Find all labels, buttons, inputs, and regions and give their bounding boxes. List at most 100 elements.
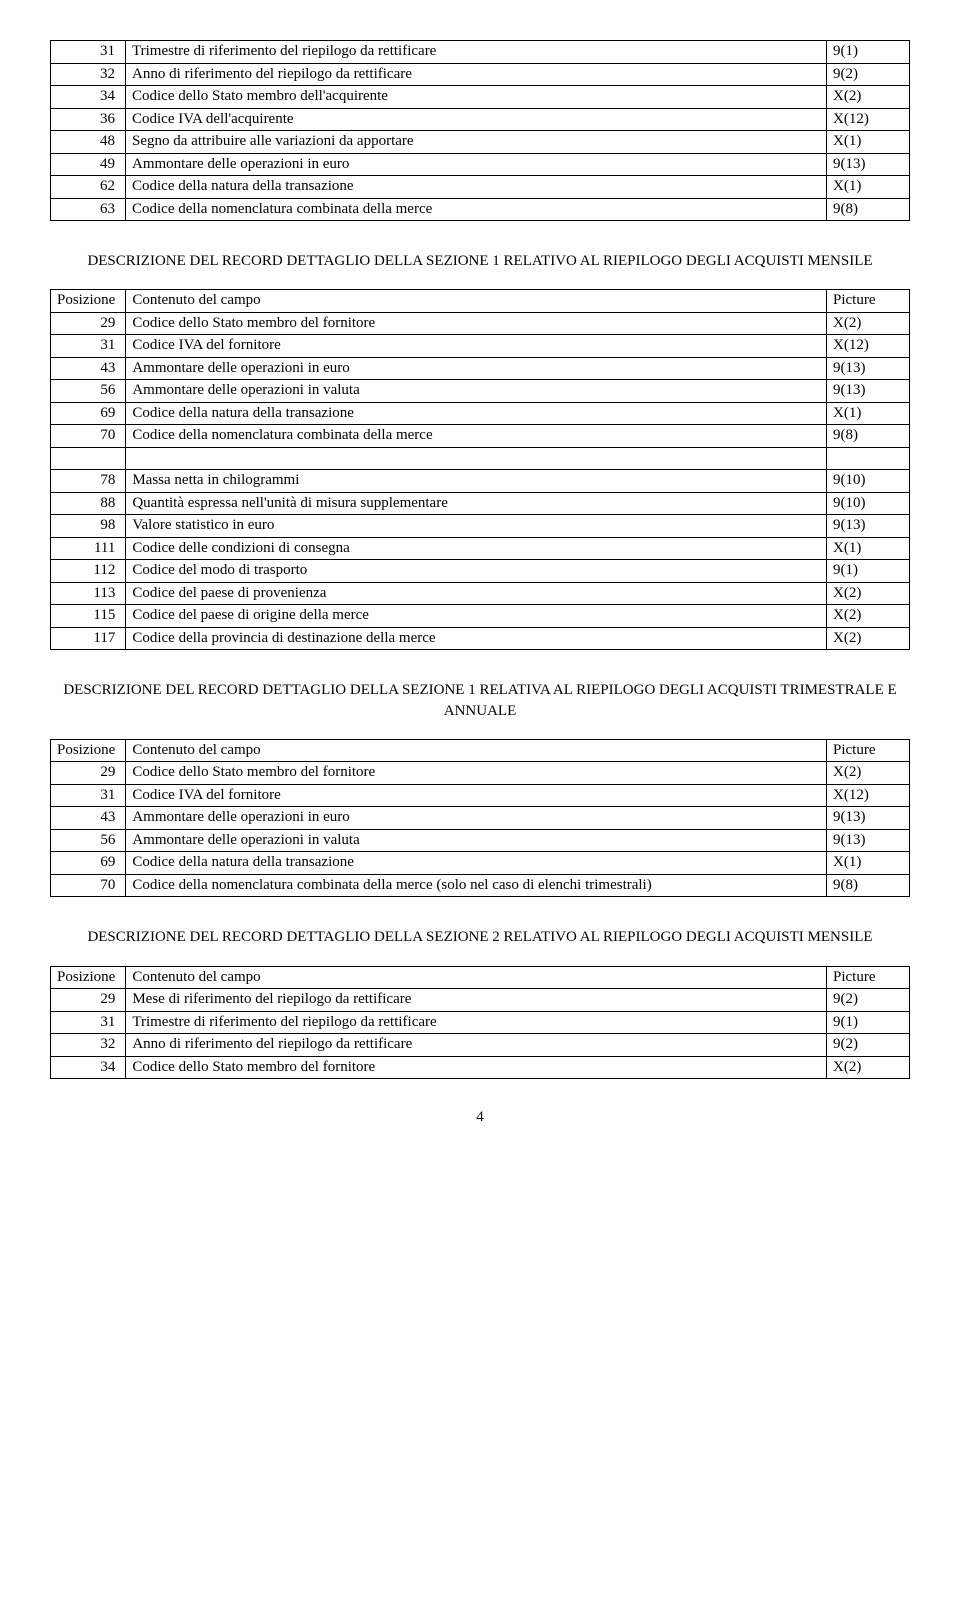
cell-picture: X(2) [827, 86, 910, 109]
cell-contenuto: Ammontare delle operazioni in valuta [126, 380, 827, 403]
cell-contenuto: Codice del paese di origine della merce [126, 605, 827, 628]
cell-posizione: 48 [51, 131, 126, 154]
cell-posizione: 111 [51, 537, 126, 560]
cell-posizione: 29 [51, 762, 126, 785]
cell-picture: 9(8) [827, 425, 910, 448]
cell-contenuto: Codice della nomenclatura combinata dell… [126, 198, 827, 221]
cell-picture: X(2) [827, 762, 910, 785]
cell-contenuto: Codice dello Stato membro del fornitore [126, 1056, 827, 1079]
cell-picture: X(12) [827, 108, 910, 131]
table-row: 98Valore statistico in euro9(13) [51, 515, 910, 538]
cell-posizione: 62 [51, 176, 126, 199]
cell-picture: X(1) [827, 852, 910, 875]
table-row: 117Codice della provincia di destinazion… [51, 627, 910, 650]
col-header-picture: Picture [827, 739, 910, 762]
cell-picture: 9(13) [827, 380, 910, 403]
cell-contenuto: Ammontare delle operazioni in euro [126, 153, 827, 176]
cell-contenuto: Codice delle condizioni di consegna [126, 537, 827, 560]
table-row: 32Anno di riferimento del riepilogo da r… [51, 1034, 910, 1057]
cell-posizione: 34 [51, 1056, 126, 1079]
col-header-picture: Picture [827, 290, 910, 313]
table-row: 29Codice dello Stato membro del fornitor… [51, 762, 910, 785]
table-row: 70Codice della nomenclatura combinata de… [51, 425, 910, 448]
cell-posizione: 32 [51, 63, 126, 86]
cell-picture: X(12) [827, 784, 910, 807]
cell-picture: X(1) [827, 402, 910, 425]
cell-picture: 9(2) [827, 989, 910, 1012]
table-row: 56Ammontare delle operazioni in valuta9(… [51, 829, 910, 852]
table-row: 115Codice del paese di origine della mer… [51, 605, 910, 628]
cell-contenuto: Anno di riferimento del riepilogo da ret… [126, 63, 827, 86]
cell-contenuto: Codice IVA del fornitore [126, 784, 827, 807]
table-row [51, 447, 910, 470]
cell-contenuto: Codice della provincia di destinazione d… [126, 627, 827, 650]
col-header-picture: Picture [827, 966, 910, 989]
cell-posizione: 56 [51, 380, 126, 403]
table-row: 31Codice IVA del fornitoreX(12) [51, 335, 910, 358]
cell-posizione: 29 [51, 312, 126, 335]
cell-picture: 9(1) [827, 560, 910, 583]
cell-picture: X(2) [827, 627, 910, 650]
section-title-2: DESCRIZIONE DEL RECORD DETTAGLIO DELLA S… [50, 251, 910, 271]
table-row: 31Codice IVA del fornitoreX(12) [51, 784, 910, 807]
cell-picture: 9(13) [827, 153, 910, 176]
table-row: 112Codice del modo di trasporto9(1) [51, 560, 910, 583]
cell-picture: X(2) [827, 582, 910, 605]
cell-picture: 9(13) [827, 515, 910, 538]
cell-contenuto: Valore statistico in euro [126, 515, 827, 538]
cell-posizione: 31 [51, 1011, 126, 1034]
cell-picture: 9(13) [827, 357, 910, 380]
table-row: 32Anno di riferimento del riepilogo da r… [51, 63, 910, 86]
cell-posizione: 70 [51, 425, 126, 448]
record-table-4: Posizione Contenuto del campo Picture 29… [50, 966, 910, 1080]
cell-contenuto: Anno di riferimento del riepilogo da ret… [126, 1034, 827, 1057]
table-row: 88Quantità espressa nell'unità di misura… [51, 492, 910, 515]
table-row: 34Codice dello Stato membro del fornitor… [51, 1056, 910, 1079]
table-row: 48Segno da attribuire alle variazioni da… [51, 131, 910, 154]
cell-contenuto: Codice IVA del fornitore [126, 335, 827, 358]
cell-contenuto: Codice del paese di provenienza [126, 582, 827, 605]
cell-picture: 9(8) [827, 198, 910, 221]
cell-picture: X(12) [827, 335, 910, 358]
cell-picture [827, 447, 910, 470]
cell-posizione: 69 [51, 402, 126, 425]
table-row: 70Codice della nomenclatura combinata de… [51, 874, 910, 897]
table-row: 29Mese di riferimento del riepilogo da r… [51, 989, 910, 1012]
cell-picture: 9(1) [827, 1011, 910, 1034]
cell-contenuto: Quantità espressa nell'unità di misura s… [126, 492, 827, 515]
cell-posizione: 43 [51, 807, 126, 830]
cell-posizione: 36 [51, 108, 126, 131]
table-row: 78Massa netta in chilogrammi9(10) [51, 470, 910, 493]
col-header-posizione: Posizione [51, 739, 126, 762]
cell-posizione: 98 [51, 515, 126, 538]
col-header-contenuto: Contenuto del campo [126, 290, 827, 313]
cell-posizione: 56 [51, 829, 126, 852]
cell-picture: X(2) [827, 312, 910, 335]
col-header-contenuto: Contenuto del campo [126, 966, 827, 989]
cell-picture: X(2) [827, 605, 910, 628]
cell-posizione: 43 [51, 357, 126, 380]
table-row: 43Ammontare delle operazioni in euro9(13… [51, 807, 910, 830]
record-table-1: 31Trimestre di riferimento del riepilogo… [50, 40, 910, 221]
cell-picture: 9(13) [827, 829, 910, 852]
cell-contenuto: Codice della natura della transazione [126, 402, 827, 425]
cell-picture: 9(2) [827, 63, 910, 86]
cell-contenuto: Trimestre di riferimento del riepilogo d… [126, 41, 827, 64]
col-header-contenuto: Contenuto del campo [126, 739, 827, 762]
cell-posizione: 70 [51, 874, 126, 897]
cell-picture: 9(10) [827, 470, 910, 493]
cell-contenuto: Codice della natura della transazione [126, 852, 827, 875]
cell-contenuto: Segno da attribuire alle variazioni da a… [126, 131, 827, 154]
cell-contenuto [126, 447, 827, 470]
cell-picture: X(2) [827, 1056, 910, 1079]
table-row: 113Codice del paese di provenienzaX(2) [51, 582, 910, 605]
cell-contenuto: Codice IVA dell'acquirente [126, 108, 827, 131]
cell-contenuto: Codice della natura della transazione [126, 176, 827, 199]
section-title-3: DESCRIZIONE DEL RECORD DETTAGLIO DELLA S… [50, 680, 910, 721]
cell-contenuto: Ammontare delle operazioni in euro [126, 357, 827, 380]
cell-posizione [51, 447, 126, 470]
cell-contenuto: Codice del modo di trasporto [126, 560, 827, 583]
cell-picture: 9(2) [827, 1034, 910, 1057]
cell-posizione: 32 [51, 1034, 126, 1057]
table-row: 34Codice dello Stato membro dell'acquire… [51, 86, 910, 109]
